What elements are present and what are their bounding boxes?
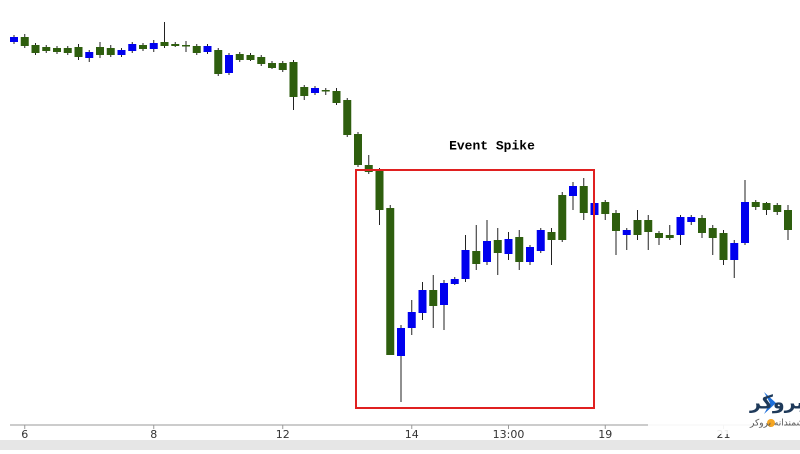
candle-body [42,47,51,51]
candle-body [246,55,255,60]
candle-body [730,243,739,260]
candle-body [472,251,481,264]
candle-body [225,55,233,73]
candle-body [741,202,749,243]
candle-body [440,283,448,305]
candle-body [10,37,18,42]
candle-body [203,46,212,52]
candle-body [235,54,244,60]
candle-body [354,134,362,165]
candle-body [321,90,330,92]
candle-body [536,230,545,251]
candle-body [364,165,373,172]
candle-body [407,312,416,328]
candle-body [504,239,513,254]
candle-body [182,45,190,47]
candle-body [128,44,137,51]
candle-body [644,220,653,232]
candle-body [386,208,395,355]
candle-body [289,62,298,97]
candle-body [751,202,760,207]
candle-body [63,48,72,53]
candle-body [397,328,405,356]
candle-body [117,50,126,55]
candle-body [257,57,266,64]
candle-body [708,228,717,238]
candle-body [687,217,696,222]
candle-body [278,63,287,70]
candle-body [773,205,782,212]
logo-title: کدام بروکر [749,392,800,414]
candle-body [784,210,792,230]
candle-body [149,43,158,49]
highlight-box [355,169,595,409]
candle-body [53,48,61,52]
candle-body [96,47,104,55]
candle-body [515,237,524,262]
candle-body [633,220,642,235]
candle-body [214,50,223,74]
candle-body [192,46,201,53]
candle-body [612,213,620,231]
candle-body [493,240,502,253]
x-tick-label: 6 [21,428,28,441]
candle-body [601,202,610,214]
x-tick-label: 14 [405,428,419,441]
candle-body [268,63,276,68]
candle-body [579,186,588,213]
logo-subtitle: انتخاب هوشمندانه بروکر [749,419,800,429]
candle-body [375,170,384,210]
candle-body [719,233,728,260]
candle-body [569,186,577,196]
candle-body [85,52,94,58]
candle-body [483,241,491,262]
x-tick-label: 8 [150,428,157,441]
candle-body [20,37,29,46]
x-tick-label: 19 [598,428,612,441]
logo-icon [764,392,776,414]
candle-body [160,42,169,46]
candle-body [106,48,115,55]
scrollbar-track [0,440,800,450]
candle-body [665,235,674,238]
candle-body [31,45,40,53]
candle-body [74,47,83,57]
candle-body [343,100,352,135]
candle-body [622,230,631,235]
logo-box [648,384,784,434]
candle-body [461,250,470,279]
candle-body [558,195,567,240]
candle-body [429,290,438,306]
annotation: Event Spike [449,138,535,153]
candle-body [526,247,534,262]
candle-body [311,88,319,93]
logo-dot [767,419,775,427]
candle-body [762,203,771,210]
candle-body [676,217,685,235]
candle-body [171,44,180,46]
candle-body [450,279,459,284]
candle-body [332,91,341,103]
x-tick-label: 12 [276,428,290,441]
candle-body [300,87,309,96]
x-tick-label: 13:00 [493,428,525,441]
watermark: کدام بروکر انتخاب هوشمندانه بروکر [648,384,800,434]
candle-body [698,218,706,233]
candle-body [418,290,427,313]
candle-body [139,45,147,49]
candle-body [655,233,663,238]
candle-body [547,232,556,240]
